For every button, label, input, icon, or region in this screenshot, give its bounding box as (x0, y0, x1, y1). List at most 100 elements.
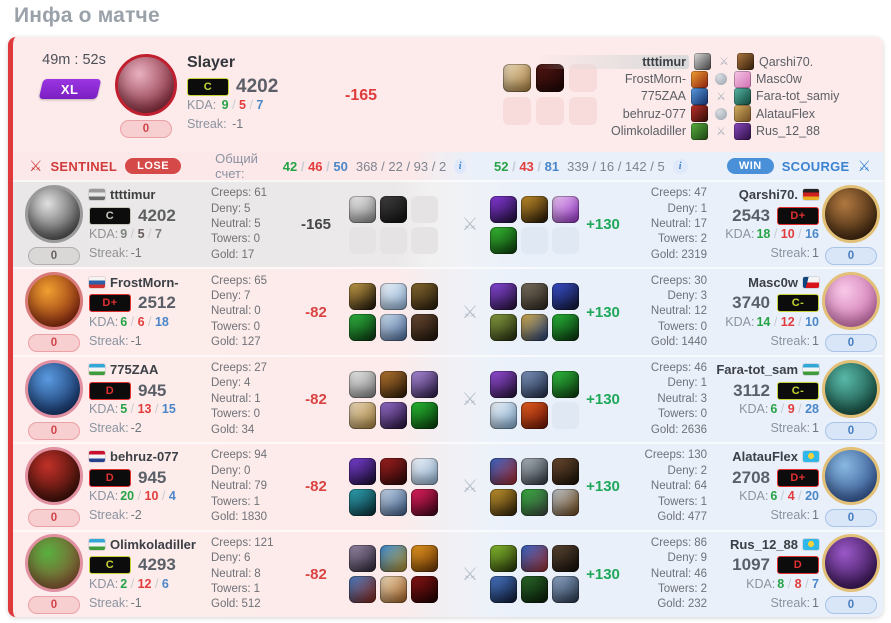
item-slot[interactable] (503, 64, 531, 92)
item-slot-empty (569, 97, 597, 125)
hero-avatar[interactable] (25, 446, 83, 505)
item-slot[interactable] (380, 195, 407, 223)
item-slot[interactable] (521, 488, 548, 516)
hero-avatar[interactable] (822, 184, 880, 243)
item-slot[interactable] (380, 401, 407, 429)
info-icon[interactable]: i (454, 158, 466, 174)
hero-icon (734, 87, 751, 105)
kda-label: KDA: (187, 98, 217, 112)
hero-avatar[interactable] (822, 272, 880, 331)
featured-player-name[interactable]: Slayer (187, 54, 236, 71)
item-slot[interactable] (490, 283, 517, 311)
item-slot[interactable] (521, 283, 548, 311)
item-slot[interactable] (380, 488, 407, 516)
matchup-left-name[interactable]: FrostMorn- (624, 72, 686, 87)
item-slot[interactable] (552, 314, 579, 342)
matchup-right-name[interactable]: Qarshi70. (759, 54, 814, 69)
player-name[interactable]: Olimkoladiller (110, 536, 196, 552)
item-slot[interactable] (552, 195, 579, 223)
matchup-right-name[interactable]: Fara-tot_samiy (756, 89, 840, 104)
item-slot[interactable] (490, 457, 517, 485)
item-slot[interactable] (521, 370, 548, 398)
hero-avatar[interactable] (25, 359, 83, 418)
item-slot[interactable] (490, 401, 517, 429)
hero-avatar[interactable] (822, 359, 880, 418)
item-slot[interactable] (490, 545, 517, 573)
item-slot[interactable] (490, 314, 517, 342)
item-slot[interactable] (349, 283, 376, 311)
item-slot[interactable] (521, 457, 548, 485)
player-name[interactable]: Qarshi70. (738, 187, 798, 203)
item-slot[interactable] (552, 488, 579, 516)
player-name[interactable]: AlatauFlex (732, 449, 798, 465)
item-slot[interactable] (490, 226, 517, 254)
matchup-left-name[interactable]: ttttimur (536, 54, 689, 69)
item-slot[interactable] (349, 195, 376, 223)
matchup-right-name[interactable]: Masc0w (756, 72, 802, 87)
item-slot[interactable] (521, 545, 548, 573)
item-slot[interactable] (552, 457, 579, 485)
player-info: Qarshi70. 2543 D+ KDA: 18 / 10 / 16 Strea… (707, 185, 819, 264)
item-slot[interactable] (349, 401, 376, 429)
item-slot[interactable] (552, 370, 579, 398)
streak-line: Streak: 1 (770, 246, 819, 261)
item-slot[interactable] (349, 576, 376, 604)
item-slot[interactable] (411, 370, 438, 398)
item-slot[interactable] (380, 545, 407, 573)
item-slot[interactable] (380, 576, 407, 604)
matchup-left-name[interactable]: 775ZAA (640, 89, 686, 104)
item-slot[interactable] (521, 195, 548, 223)
matchup-left-name[interactable]: behruz-077 (622, 106, 686, 121)
matchup-right-name[interactable]: Rus_12_88 (756, 124, 820, 139)
item-slot[interactable] (552, 545, 579, 573)
item-slot[interactable] (349, 370, 376, 398)
item-slot[interactable] (521, 401, 548, 429)
player-name[interactable]: Masc0w (748, 274, 798, 290)
item-slot[interactable] (380, 314, 407, 342)
hero-avatar[interactable] (25, 534, 83, 593)
player-name[interactable]: 775ZAA (110, 362, 159, 378)
item-slot[interactable] (411, 401, 438, 429)
item-slot[interactable] (349, 314, 376, 342)
matchup-right-name[interactable]: AlatauFlex (756, 106, 816, 121)
rating-value: 945 (138, 380, 167, 400)
item-slot[interactable] (411, 488, 438, 516)
featured-hero-avatar[interactable] (115, 54, 177, 116)
team-kda: 42 / 46 / 50 (282, 158, 348, 174)
avatar-block: 0 (819, 184, 883, 265)
player-name[interactable]: behruz-077 (110, 449, 179, 465)
player-name[interactable]: Rus_12_88 (730, 536, 798, 552)
player-name[interactable]: FrostMorn- (110, 274, 179, 290)
item-slot[interactable] (380, 457, 407, 485)
hero-avatar[interactable] (25, 272, 83, 331)
item-slot[interactable] (380, 283, 407, 311)
item-slot[interactable] (490, 576, 517, 604)
item-slot[interactable] (349, 457, 376, 485)
score-pill: 0 (825, 334, 877, 353)
matchup-left-name[interactable]: Olimkoladiller (610, 124, 686, 139)
item-slot[interactable] (411, 314, 438, 342)
item-slot[interactable] (380, 370, 407, 398)
item-slot[interactable] (411, 457, 438, 485)
item-slot[interactable] (411, 576, 438, 604)
item-slot[interactable] (521, 314, 548, 342)
item-slot[interactable] (411, 283, 438, 311)
item-slot[interactable] (552, 576, 579, 604)
info-icon[interactable]: i (672, 158, 688, 174)
item-slot[interactable] (552, 283, 579, 311)
country-flag-icon (89, 189, 105, 201)
kda-line: KDA: 8 / 8 / 7 (746, 576, 819, 591)
item-slot[interactable] (490, 488, 517, 516)
player-name[interactable]: ttttimur (110, 187, 156, 203)
hero-avatar[interactable] (822, 446, 880, 505)
hero-avatar[interactable] (822, 534, 880, 593)
item-slot[interactable] (490, 370, 517, 398)
item-slot[interactable] (349, 488, 376, 516)
tier-badge: C (89, 206, 131, 225)
item-slot[interactable] (490, 195, 517, 223)
item-slot[interactable] (521, 576, 548, 604)
hero-avatar[interactable] (25, 184, 83, 243)
item-slot[interactable] (349, 545, 376, 573)
item-slot[interactable] (411, 545, 438, 573)
player-name[interactable]: Fara-tot_sam (716, 362, 798, 378)
